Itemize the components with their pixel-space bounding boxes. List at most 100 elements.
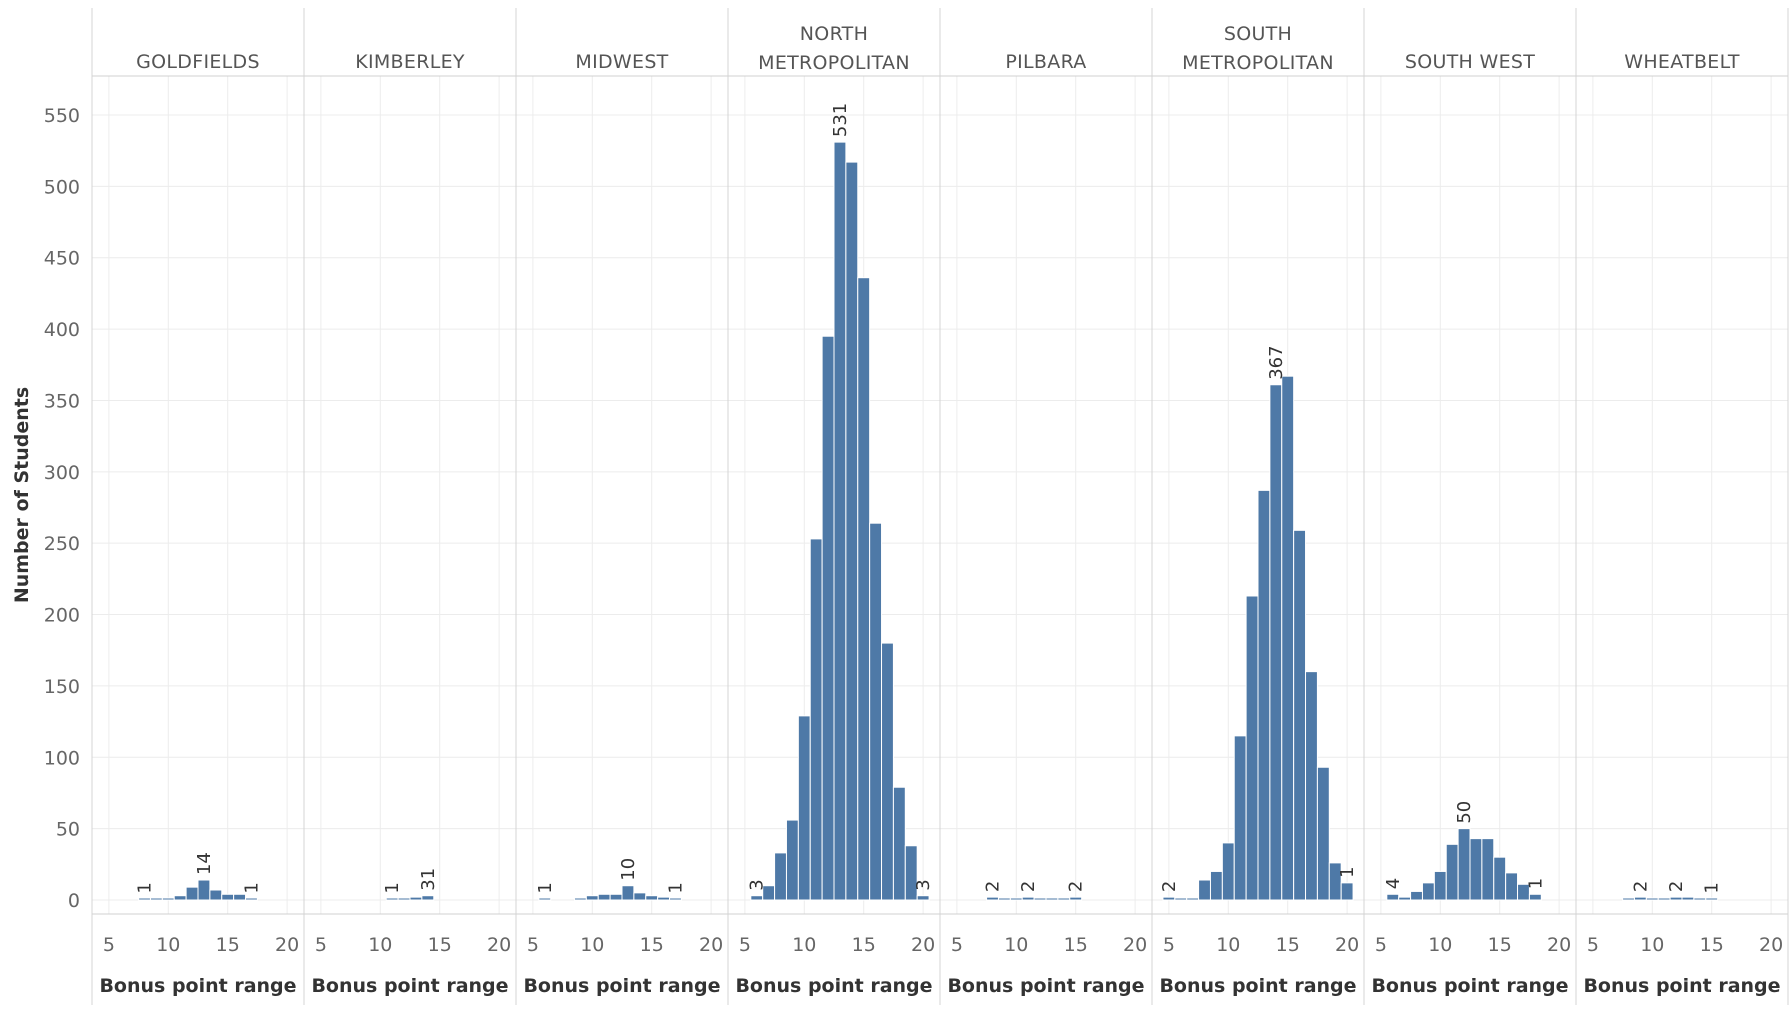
x-tick-label: 10	[580, 934, 604, 956]
x-tick-label: 5	[739, 934, 751, 956]
histogram-bar	[1210, 871, 1222, 900]
histogram-bar	[798, 716, 810, 900]
x-tick-label: 20	[275, 934, 299, 956]
data-label: 2	[983, 881, 1004, 892]
x-tick-label: 15	[1064, 934, 1088, 956]
histogram-bar	[422, 896, 434, 900]
data-label: 3	[913, 879, 934, 890]
x-tick-label: 20	[1123, 934, 1147, 956]
y-tick-label: 200	[44, 605, 80, 627]
x-axis-title: Bonus point range	[99, 975, 296, 997]
x-tick-label: 15	[1488, 934, 1512, 956]
data-label: 367	[1266, 345, 1287, 379]
data-label: 2	[1159, 881, 1180, 892]
data-label: 3	[747, 879, 768, 890]
histogram-bar	[1187, 898, 1199, 900]
histogram-bar	[622, 886, 634, 900]
y-tick-label: 300	[44, 462, 80, 484]
histogram-bar	[410, 897, 422, 900]
histogram-bar	[234, 894, 246, 900]
y-tick-label: 500	[44, 176, 80, 198]
x-tick-label: 5	[1163, 934, 1175, 956]
panel-title: GOLDFIELDS	[136, 51, 260, 73]
histogram-bar	[987, 897, 999, 900]
panel-title: PILBARA	[1005, 51, 1086, 73]
data-label: 2	[1018, 881, 1039, 892]
x-tick-label: 20	[911, 934, 935, 956]
histogram-bar	[1046, 898, 1058, 900]
histogram-bar	[246, 898, 258, 900]
histogram-bar	[1258, 490, 1270, 900]
histogram-bar	[858, 278, 870, 900]
data-label: 31	[418, 868, 439, 891]
histogram-bar	[998, 898, 1010, 900]
y-axis-title: Number of Students	[11, 387, 33, 603]
histogram-bar	[139, 898, 151, 900]
histogram-bar	[1010, 898, 1022, 900]
histogram-bar	[150, 898, 162, 900]
histogram-bar	[210, 890, 222, 900]
histogram-bar	[1058, 898, 1070, 900]
data-label: 2	[1630, 881, 1651, 892]
histogram-bar	[1682, 897, 1694, 900]
histogram-bar	[539, 898, 551, 900]
data-label: 10	[618, 858, 639, 881]
histogram-bar	[1070, 897, 1082, 900]
histogram-bar	[1222, 843, 1234, 900]
histogram-bar	[751, 896, 763, 900]
data-label: 2	[1066, 881, 1087, 892]
histogram-bar	[634, 893, 646, 900]
panel-title: SOUTH	[1224, 23, 1292, 45]
histogram-bar	[398, 898, 410, 900]
x-tick-label: 20	[1759, 934, 1783, 956]
y-tick-label: 250	[44, 533, 80, 555]
x-tick-label: 20	[487, 934, 511, 956]
y-tick-label: 50	[56, 819, 80, 841]
x-tick-label: 15	[1700, 934, 1724, 956]
x-axis-title: Bonus point range	[1159, 975, 1356, 997]
histogram-bar	[1175, 898, 1187, 900]
x-tick-label: 10	[368, 934, 392, 956]
histogram-bar	[610, 894, 622, 900]
histogram-bar	[198, 880, 210, 900]
histogram-bar	[1234, 736, 1246, 900]
histogram-bar	[1282, 376, 1294, 900]
histogram-bar	[1434, 871, 1446, 900]
x-tick-label: 10	[1216, 934, 1240, 956]
histogram-bar	[586, 896, 598, 900]
panel-title: METROPOLITAN	[758, 52, 910, 74]
histogram-bar	[598, 894, 610, 900]
histogram-bar	[222, 894, 234, 900]
histogram-bar	[646, 896, 658, 900]
histogram-bar	[1494, 857, 1506, 900]
x-tick-label: 10	[1640, 934, 1664, 956]
histogram-bar	[1458, 829, 1470, 900]
histogram-bar	[658, 897, 670, 900]
histogram-bar	[846, 162, 858, 900]
histogram-bar	[810, 539, 822, 900]
y-tick-label: 100	[44, 747, 80, 769]
histogram-bar	[834, 142, 846, 900]
histogram-bar	[186, 887, 198, 900]
y-tick-label: 350	[44, 390, 80, 412]
x-tick-label: 5	[103, 934, 115, 956]
histogram-bar	[1506, 873, 1518, 900]
data-label: 1	[535, 882, 556, 893]
panel-title: NORTH	[800, 23, 868, 45]
histogram-bar	[1623, 898, 1635, 900]
x-tick-label: 15	[640, 934, 664, 956]
histogram-bar	[1306, 672, 1318, 900]
x-tick-label: 5	[1375, 934, 1387, 956]
x-tick-label: 5	[1587, 934, 1599, 956]
histogram-bar	[1446, 844, 1458, 900]
y-tick-label: 450	[44, 248, 80, 270]
histogram-bar	[870, 523, 882, 900]
histogram-bar	[174, 896, 186, 900]
data-label: 1	[135, 882, 156, 893]
x-tick-label: 5	[527, 934, 539, 956]
x-axis-title: Bonus point range	[523, 975, 720, 997]
data-label: 1	[241, 882, 262, 893]
x-axis-title: Bonus point range	[311, 975, 508, 997]
x-tick-label: 10	[1004, 934, 1028, 956]
